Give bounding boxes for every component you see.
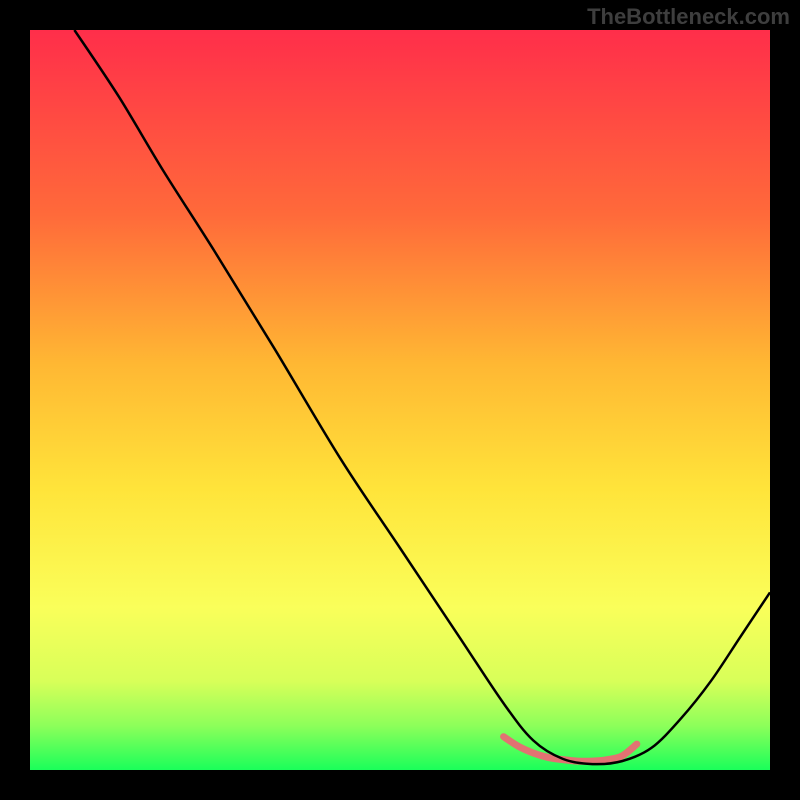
chart-background-gradient	[30, 30, 770, 770]
bottleneck-curve-chart	[30, 30, 770, 770]
chart-plot-area	[30, 30, 770, 770]
watermark-text: TheBottleneck.com	[587, 4, 790, 30]
